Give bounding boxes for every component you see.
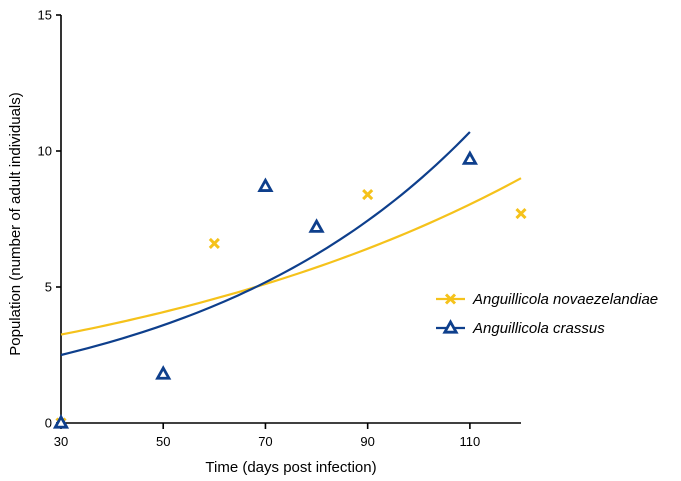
x-tick-label: 30	[54, 434, 68, 449]
x-tick-label: 110	[460, 434, 481, 449]
data-point-anguillicola-crassus	[308, 218, 325, 233]
legend-item-anguillicola-novaezelandiae: Anguillicola novaezelandiae	[436, 291, 658, 308]
data-point-anguillicola-crassus	[461, 150, 478, 165]
data-point-anguillicola-crassus	[155, 365, 172, 380]
legend-label: Anguillicola novaezelandiae	[472, 291, 658, 308]
fit-line-anguillicola-novaezelandiae	[60, 177, 522, 336]
data-point-anguillicola-novaezelandiae	[515, 207, 527, 220]
x-axis-title: Time (days post infection)	[205, 459, 376, 476]
data-point-anguillicola-crassus	[52, 414, 70, 429]
data-point-anguillicola-novaezelandiae	[362, 188, 374, 201]
fit-lines	[60, 131, 522, 357]
legend-item-anguillicola-crassus: Anguillicola crassus	[436, 319, 605, 337]
legend-label: Anguillicola crassus	[472, 320, 605, 337]
data-points	[52, 150, 527, 429]
y-axis-title: Population (number of adult individuals)	[7, 92, 24, 356]
legend: Anguillicola novaezelandiae Anguillicola …	[436, 291, 658, 337]
y-tick-label: 5	[45, 280, 52, 295]
data-point-anguillicola-novaezelandiae	[208, 237, 220, 250]
x-tick-label: 90	[360, 434, 374, 449]
legend-marker	[444, 293, 457, 305]
y-tick-label: 15	[38, 8, 52, 23]
axes: 0 5 10 15 30 50 70 90 110	[38, 8, 521, 449]
x-tick-label: 70	[258, 434, 272, 449]
fit-line-anguillicola-crassus	[60, 131, 471, 357]
legend-marker	[442, 319, 459, 334]
y-tick-label: 10	[38, 144, 52, 159]
data-point-anguillicola-crassus	[257, 177, 274, 192]
y-tick-label: 0	[45, 416, 52, 431]
x-tick-label: 50	[156, 434, 170, 449]
